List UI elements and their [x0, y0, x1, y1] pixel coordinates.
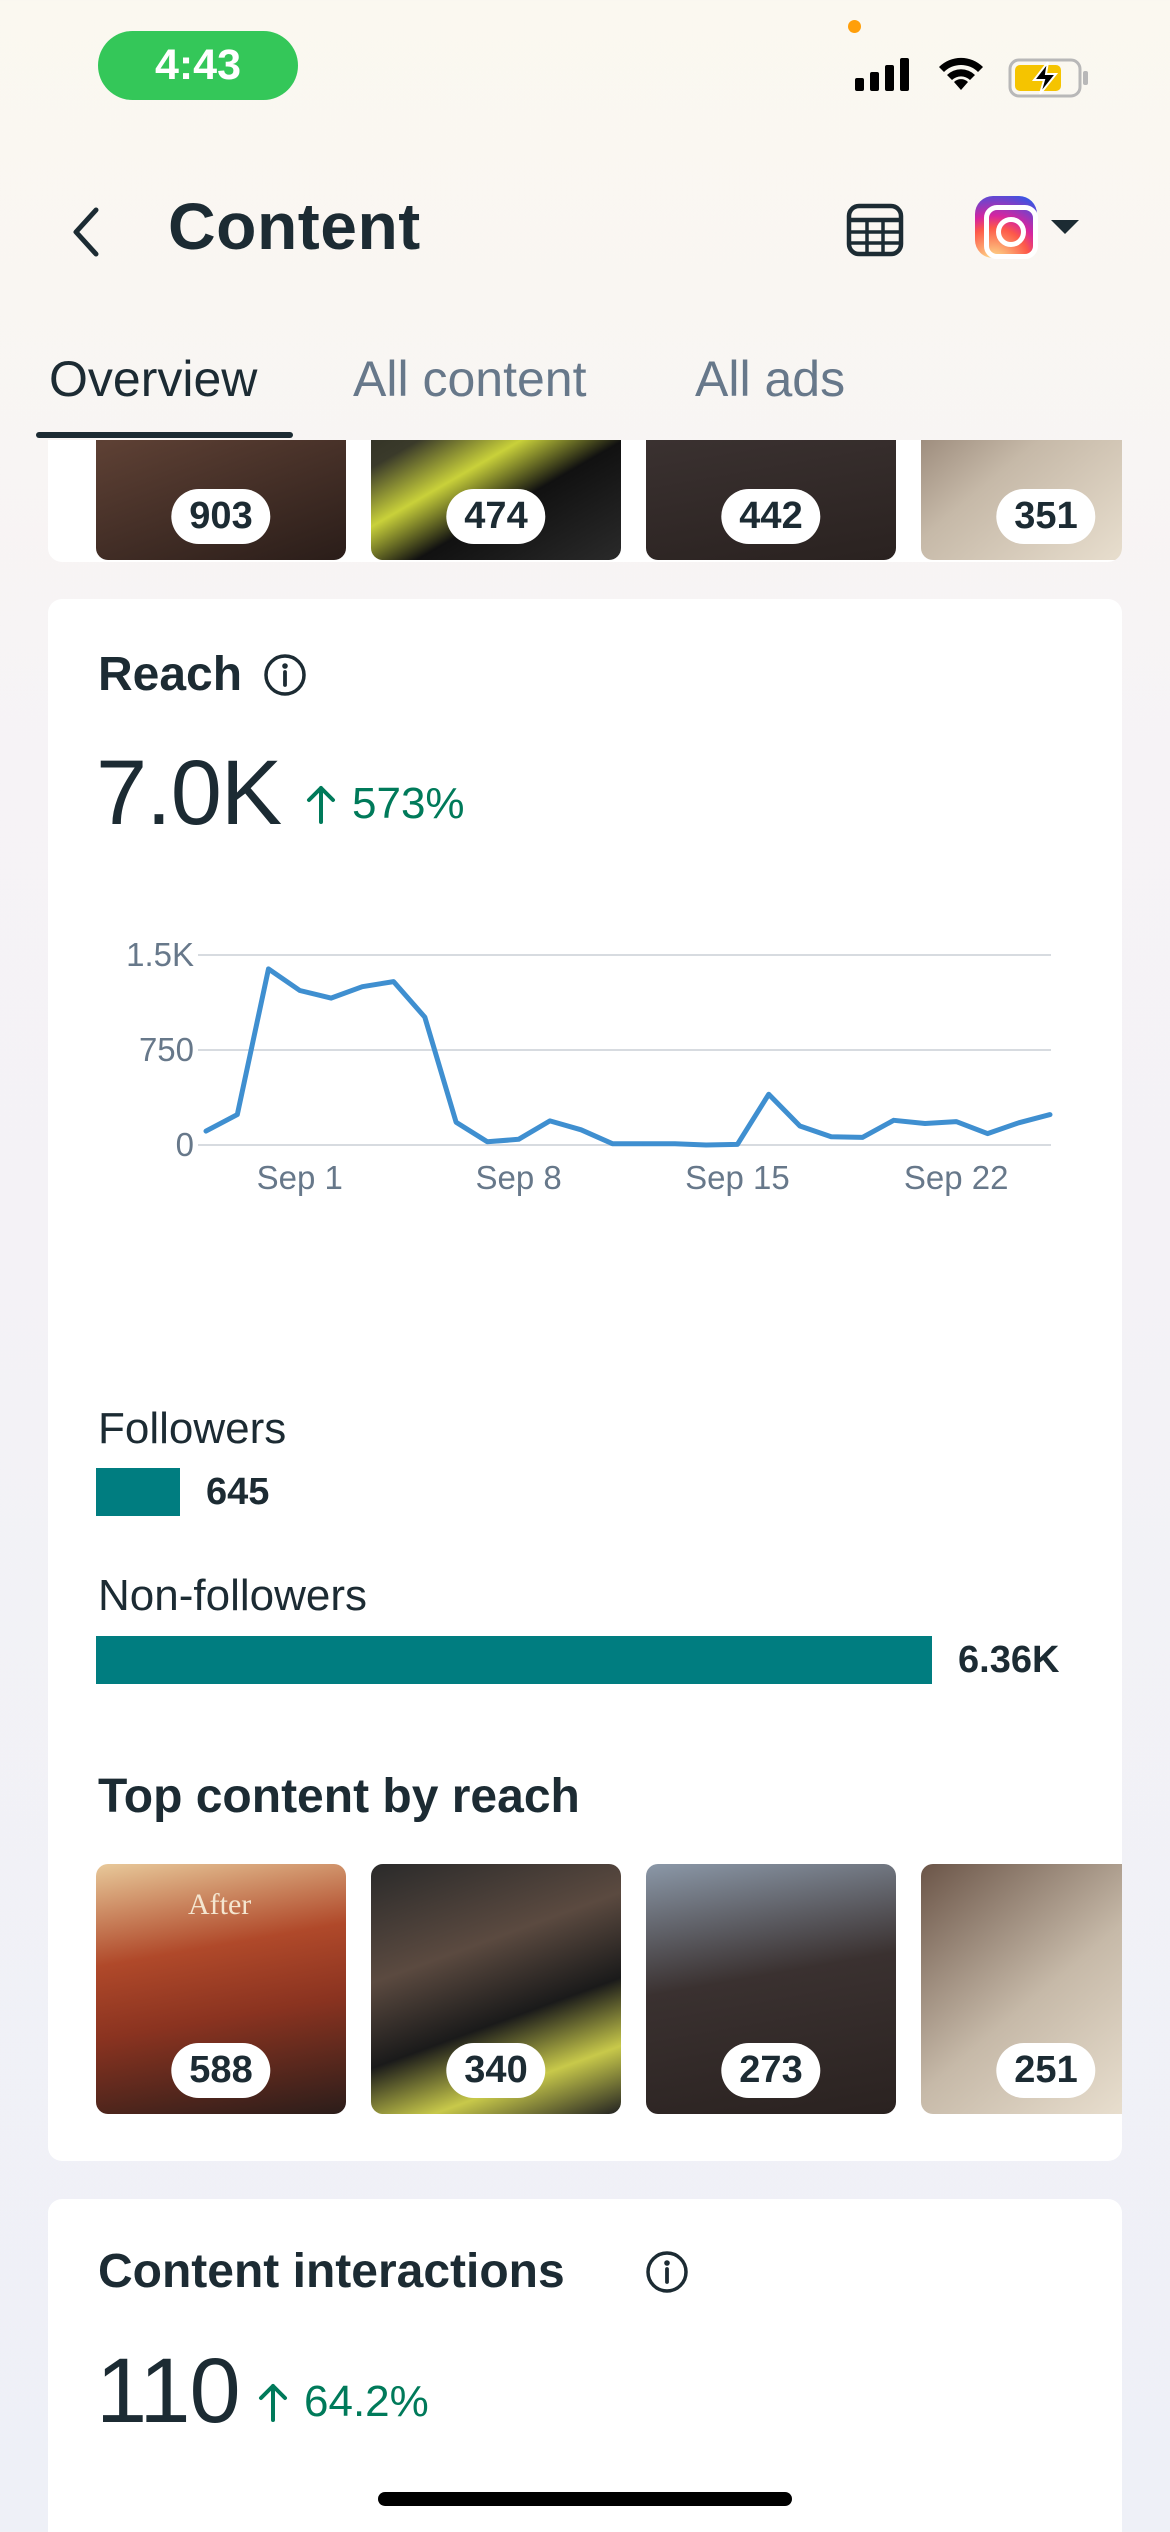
reach-data-point — [548, 1119, 551, 1122]
content-count-badge: 903 — [171, 489, 271, 544]
interactions-change: 64.2% — [258, 2377, 429, 2427]
reach-data-point — [736, 1143, 739, 1146]
reach-data-point — [767, 1093, 770, 1096]
content-thumbnail[interactable]: 474 — [371, 440, 621, 560]
info-icon[interactable] — [263, 653, 307, 697]
reach-data-point — [298, 989, 301, 992]
tab-overview[interactable]: Overview — [49, 351, 258, 407]
reach-data-point — [486, 1140, 489, 1143]
reach-data-point — [705, 1144, 708, 1146]
account-switcher[interactable] — [975, 196, 1079, 259]
content-interactions-card: Content interactions 110 64.2% — [48, 2199, 1122, 2532]
instagram-icon — [975, 196, 1038, 259]
reach-data-point — [392, 980, 395, 983]
reach-data-point — [423, 1016, 426, 1019]
wifi-icon — [939, 57, 983, 90]
reach-data-point — [986, 1132, 989, 1135]
y-tick-label: 1.5K — [126, 936, 194, 973]
content-count-badge: 474 — [446, 489, 546, 544]
non-followers-label: Non-followers — [98, 1571, 367, 1620]
content-thumbnail[interactable]: After 588 — [96, 1864, 346, 2114]
reach-data-point — [455, 1121, 458, 1124]
content-count-badge: 588 — [171, 2043, 271, 2098]
x-tick-label: Sep 8 — [475, 1159, 561, 1196]
content-thumbnail[interactable]: 273 — [646, 1864, 896, 2114]
reach-data-point — [798, 1125, 801, 1127]
reach-data-point — [830, 1135, 833, 1138]
reach-data-point — [330, 997, 333, 1000]
reach-line-chart: 0 750 1.5K Sep 1 Sep 8 Sep 15 Sep 22 — [126, 936, 1053, 1196]
tab-bar: Overview All content All ads — [0, 340, 1170, 440]
y-tick-label: 750 — [139, 1031, 194, 1068]
reach-data-point — [1049, 1113, 1051, 1116]
content-count-badge: 351 — [996, 489, 1096, 544]
tab-all-ads[interactable]: All ads — [695, 351, 846, 407]
reach-data-point — [955, 1120, 958, 1123]
cellular-signal-icon — [855, 58, 909, 91]
reach-data-point — [861, 1136, 864, 1139]
content-thumbnail[interactable]: 903 — [96, 440, 346, 560]
followers-bar — [96, 1468, 180, 1516]
status-time: 4:43 — [98, 31, 298, 100]
reach-data-point — [361, 985, 364, 988]
reach-title: Reach — [98, 648, 243, 701]
reach-data-point — [267, 967, 270, 970]
x-tick-label: Sep 22 — [904, 1159, 1009, 1196]
reach-change-value: 573% — [352, 779, 465, 828]
reach-data-point — [892, 1119, 895, 1122]
reach-data-point — [580, 1128, 583, 1131]
content-thumbnail[interactable]: 351 — [921, 440, 1122, 560]
reach-change: 573% — [306, 779, 465, 829]
reach-total: 7.0K — [96, 742, 282, 844]
content-count-badge: 273 — [721, 2043, 821, 2098]
x-tick-label: Sep 1 — [257, 1159, 343, 1196]
caret-down-icon — [1051, 220, 1079, 234]
content-interactions-title: Content interactions — [98, 2245, 565, 2298]
interactions-change-value: 64.2% — [304, 2377, 429, 2426]
content-thumbnail[interactable]: 340 — [371, 1864, 621, 2114]
reach-data-point — [205, 1130, 207, 1133]
reach-data-point — [673, 1142, 676, 1145]
thumbnail-overlay-text: After — [188, 1888, 252, 1921]
table-export-icon[interactable] — [845, 200, 905, 260]
content-thumbnail[interactable]: 442 — [646, 440, 896, 560]
content-thumbnail[interactable]: 251 — [921, 1864, 1122, 2114]
reach-data-point — [517, 1138, 520, 1141]
followers-value: 645 — [206, 1471, 270, 1513]
info-icon[interactable] — [645, 2250, 689, 2294]
tab-all-content[interactable]: All content — [353, 351, 587, 407]
reach-data-point — [642, 1142, 645, 1145]
battery-charging-icon — [1008, 58, 1088, 98]
reach-data-point — [923, 1122, 926, 1125]
interactions-total: 110 — [96, 2340, 241, 2442]
reach-data-point — [1017, 1121, 1020, 1124]
reach-data-point — [611, 1142, 614, 1145]
y-tick-label: 0 — [176, 1126, 194, 1163]
reach-card: Reach 7.0K 573% 0 750 1.5K Sep 1 Sep 8 Sep 15… — [48, 599, 1122, 2161]
reach-data-point — [236, 1113, 239, 1116]
page-title: Content — [168, 189, 421, 263]
arrow-up-icon — [307, 786, 335, 824]
reach-series-line — [203, 966, 1053, 1148]
non-followers-value: 6.36K — [958, 1639, 1060, 1681]
non-followers-bar — [96, 1636, 932, 1684]
followers-label: Followers — [98, 1404, 287, 1453]
content-count-badge: 251 — [996, 2043, 1096, 2098]
arrow-up-icon — [259, 2384, 287, 2422]
x-tick-label: Sep 15 — [685, 1159, 790, 1196]
top-content-by-reach-title: Top content by reach — [98, 1770, 580, 1823]
active-tab-indicator — [36, 432, 293, 438]
top-content-card: 903 474 442 351 — [48, 440, 1122, 562]
privacy-indicator-dot — [848, 20, 861, 33]
content-count-badge: 340 — [446, 2043, 546, 2098]
back-icon[interactable] — [62, 200, 112, 264]
home-indicator[interactable] — [378, 2492, 792, 2506]
content-count-badge: 442 — [721, 489, 821, 544]
